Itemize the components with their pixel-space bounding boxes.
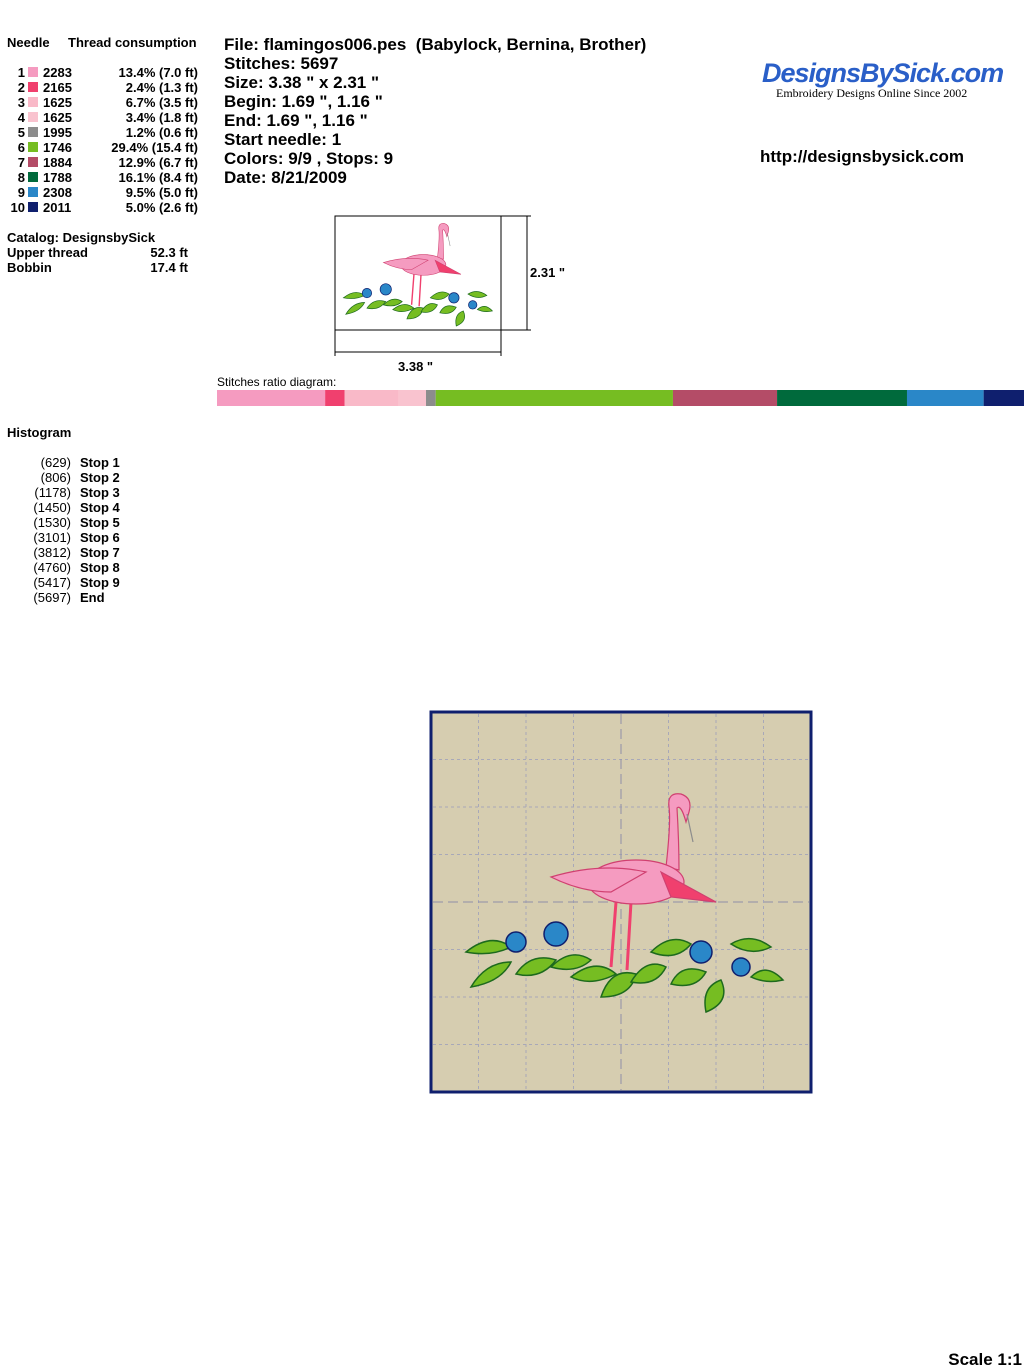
stop-count: (3812) — [33, 545, 71, 560]
thread-consumption: 2.4% (1.3 ft) — [125, 80, 198, 95]
stop-count: (4760) — [33, 560, 71, 575]
thread-consumption: 5.0% (2.6 ft) — [125, 200, 198, 215]
design-info: Size: 3.38 " x 2.31 " — [224, 73, 380, 92]
stop-label: Stop 6 — [80, 530, 120, 545]
needle-swatch — [28, 112, 38, 122]
needle-number: 3 — [17, 95, 25, 110]
height-label: 2.31 " — [530, 265, 566, 280]
thread-consumption: 29.4% (15.4 ft) — [111, 140, 198, 155]
thread-consumption: 9.5% (5.0 ft) — [125, 185, 198, 200]
logo-title: DesignsBySick.com — [762, 58, 1004, 88]
needle-swatch — [28, 142, 38, 152]
stop-label: Stop 5 — [80, 515, 120, 530]
stop-label: Stop 1 — [80, 455, 120, 470]
thread-code: 2011 — [43, 200, 72, 215]
needle-number: 1 — [17, 65, 25, 80]
design-info: File: flamingos006.pes (Babylock, Bernin… — [224, 35, 647, 54]
needle-swatch — [28, 172, 38, 182]
stop-label: Stop 2 — [80, 470, 120, 485]
scale-label: Scale 1:1 — [948, 1350, 1022, 1369]
logo-url: http://designsbysick.com — [760, 147, 965, 166]
stop-label: End — [80, 590, 105, 605]
ratio-segment — [217, 390, 326, 406]
consumption-header: Thread consumption — [68, 35, 197, 50]
stop-count: (5697) — [33, 590, 71, 605]
thread-consumption: 6.7% (3.5 ft) — [125, 95, 198, 110]
needle-number: 7 — [17, 155, 25, 170]
stop-count: (629) — [40, 455, 71, 470]
thread-consumption: 13.4% (7.0 ft) — [118, 65, 198, 80]
ratio-segment — [672, 390, 778, 406]
stop-count: (1530) — [33, 515, 71, 530]
ratio-segment — [325, 390, 345, 406]
catalog-title: Catalog: DesignsbySick — [7, 230, 156, 245]
needle-swatch — [28, 202, 38, 212]
thread-consumption: 1.2% (0.6 ft) — [125, 125, 198, 140]
thread-code: 2165 — [43, 80, 72, 95]
thread-consumption: 12.9% (6.7 ft) — [118, 155, 198, 170]
stop-count: (5417) — [33, 575, 71, 590]
upper-thread-label: Upper thread — [7, 245, 88, 260]
stop-label: Stop 8 — [80, 560, 120, 575]
design-info: End: 1.69 ", 1.16 " — [224, 111, 368, 130]
thread-code: 2308 — [43, 185, 72, 200]
design-info: Date: 8/21/2009 — [224, 168, 347, 187]
ratio-segment — [777, 390, 907, 406]
stop-count: (1178) — [34, 485, 71, 500]
thread-consumption: 3.4% (1.8 ft) — [125, 110, 198, 125]
thread-code: 2283 — [43, 65, 72, 80]
needle-swatch — [28, 187, 38, 197]
needle-swatch — [28, 157, 38, 167]
ratio-segment — [398, 390, 427, 406]
needle-number: 10 — [10, 200, 25, 215]
needle-swatch — [28, 67, 38, 77]
stop-label: Stop 3 — [80, 485, 120, 500]
thread-consumption: 16.1% (8.4 ft) — [118, 170, 198, 185]
thread-code: 1788 — [43, 170, 72, 185]
ratio-segment — [906, 390, 984, 406]
stop-count: (3101) — [33, 530, 71, 545]
needle-number: 6 — [17, 140, 25, 155]
design-info: Start needle: 1 — [224, 130, 342, 149]
needle-number: 5 — [17, 125, 25, 140]
bobbin-label: Bobbin — [7, 260, 52, 275]
design-info: Colors: 9/9 , Stops: 9 — [224, 149, 394, 168]
needle-header: Needle — [7, 35, 50, 50]
needle-swatch — [28, 97, 38, 107]
thread-code: 1884 — [43, 155, 72, 170]
needle-number: 2 — [17, 80, 25, 95]
stop-label: Stop 4 — [80, 500, 120, 515]
logo-tagline: Embroidery Designs Online Since 2002 — [776, 86, 968, 100]
ratio-segment — [344, 390, 399, 406]
ratio-title: Stitches ratio diagram: — [217, 375, 337, 389]
needle-number: 4 — [17, 110, 25, 125]
stop-count: (806) — [40, 470, 71, 485]
design-info: Begin: 1.69 ", 1.16 " — [224, 92, 383, 111]
thread-code: 1625 — [43, 110, 72, 125]
stop-label: Stop 9 — [80, 575, 120, 590]
stop-count: (1450) — [33, 500, 71, 515]
ratio-segment — [435, 390, 673, 406]
histogram-title: Histogram — [7, 425, 72, 440]
thread-code: 1625 — [43, 95, 72, 110]
needle-swatch — [28, 127, 38, 137]
design-info: Stitches: 5697 — [224, 54, 339, 73]
thread-code: 1746 — [43, 140, 72, 155]
ratio-segment — [426, 390, 436, 406]
needle-number: 8 — [17, 170, 25, 185]
upper-thread-value: 52.3 ft — [150, 245, 188, 260]
ratio-segment — [983, 390, 1024, 406]
thread-code: 1995 — [43, 125, 72, 140]
stop-label: Stop 7 — [80, 545, 120, 560]
needle-swatch — [28, 82, 38, 92]
needle-number: 9 — [17, 185, 25, 200]
width-label: 3.38 " — [398, 359, 434, 374]
bobbin-value: 17.4 ft — [150, 260, 188, 275]
